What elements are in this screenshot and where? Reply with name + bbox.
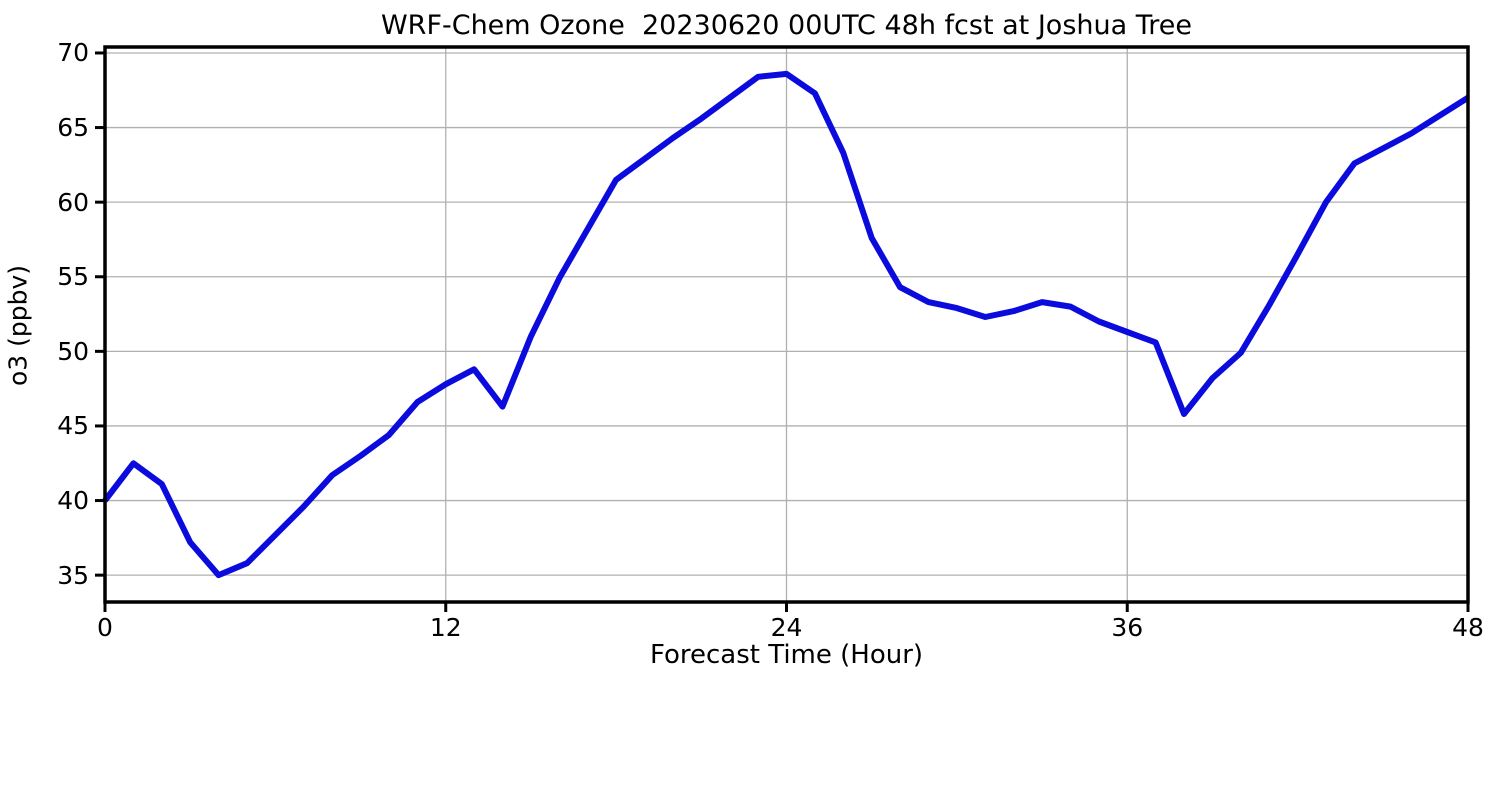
x-tick-label: 12 [429, 613, 462, 642]
x-tick-label: 48 [1452, 613, 1484, 642]
y-tick-label: 55 [57, 262, 89, 292]
y-tick-label: 35 [57, 560, 89, 590]
y-tick-label: 65 [57, 113, 89, 143]
y-tick-label: 70 [57, 38, 89, 68]
x-tick-label: 0 [97, 613, 113, 642]
chart-title: WRF-Chem Ozone 20230620 00UTC 48h fcst a… [380, 10, 1192, 41]
x-tick-label: 36 [1111, 613, 1144, 642]
y-tick-label: 50 [57, 336, 89, 366]
x-axis-label: Forecast Time (Hour) [649, 640, 924, 670]
y-tick-label: 45 [57, 411, 89, 441]
x-tick-label: 24 [770, 613, 803, 642]
y-tick-label: 40 [57, 486, 89, 516]
ozone-forecast-line [102, 70, 1470, 579]
y-tick-label: 60 [57, 187, 89, 217]
